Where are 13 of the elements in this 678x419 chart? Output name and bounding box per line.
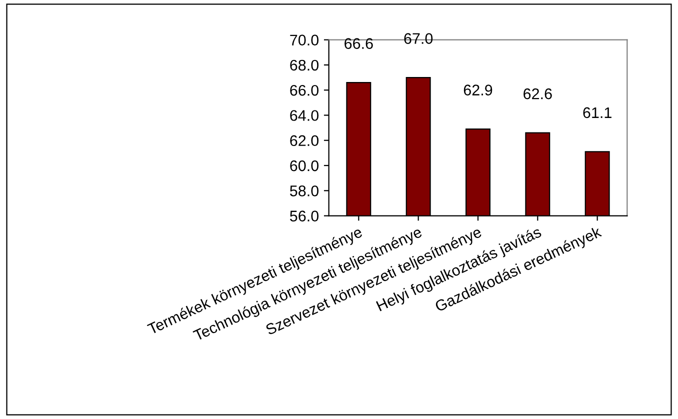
y-tick-label: 70.0 (290, 34, 319, 46)
y-tick-label: 64.0 (290, 110, 319, 121)
y-tick-label: 60.0 (290, 160, 319, 172)
data-label: 62.9 (464, 84, 492, 96)
data-label: 66.6 (344, 38, 373, 49)
y-tick-label: 66.0 (290, 84, 319, 96)
data-label: 62.6 (524, 88, 552, 100)
data-label: 61.1 (583, 107, 612, 118)
y-tick-label: 68.0 (290, 60, 319, 71)
y-tick-label: 58.0 (290, 186, 319, 196)
y-tick-label: 56.0 (290, 210, 319, 222)
y-tick-label: 62.0 (290, 135, 319, 146)
data-label: 67.0 (404, 33, 433, 44)
